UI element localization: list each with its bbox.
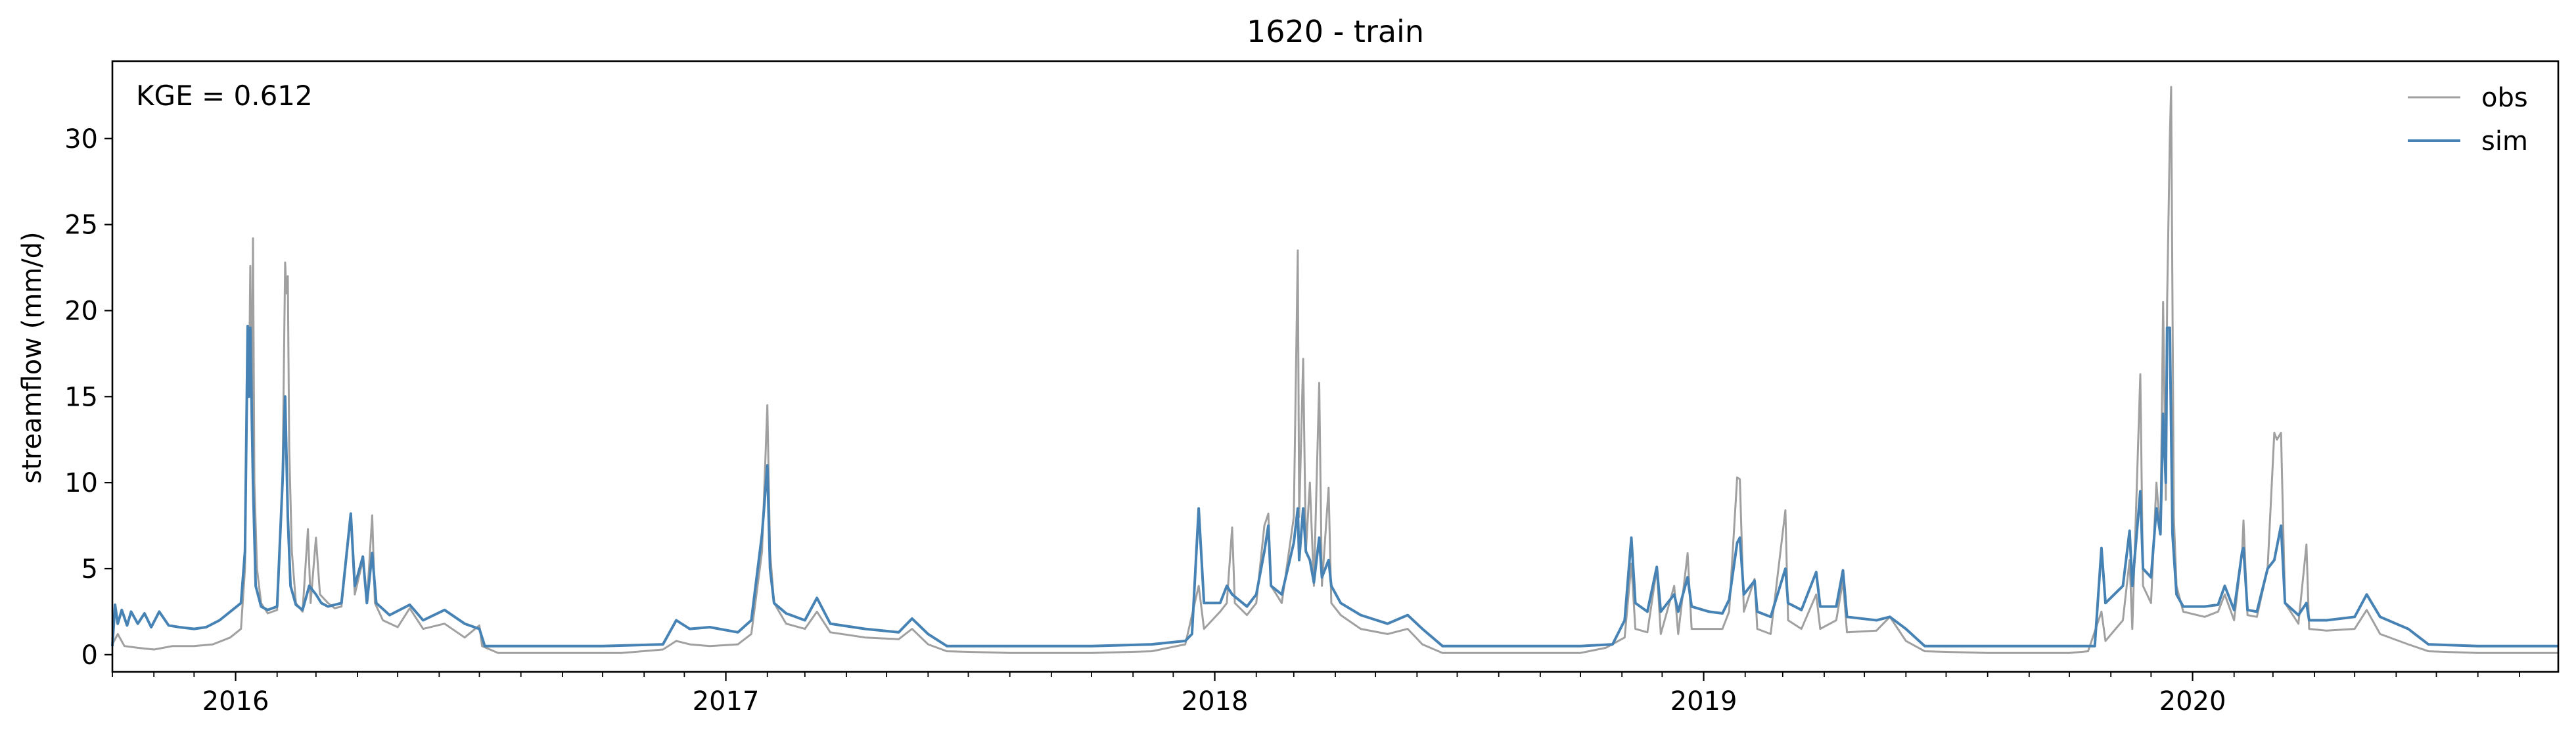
x-tick-label-2017: 2017 (693, 686, 760, 717)
legend-label-sim: sim (2481, 126, 2528, 156)
y-tick-label-0: 0 (81, 640, 98, 671)
y-tick-label-20: 20 (64, 296, 98, 326)
series-line-sim (111, 325, 2558, 648)
y-tick-label-15: 15 (64, 382, 98, 412)
y-tick-label-10: 10 (64, 468, 98, 498)
legend: obs sim (2408, 83, 2528, 156)
y-tick-label-30: 30 (64, 124, 98, 154)
y-tick-label-25: 25 (64, 210, 98, 241)
x-tick-label-2019: 2019 (1670, 686, 1737, 717)
legend-label-obs: obs (2481, 83, 2528, 113)
x-tick-label-2020: 2020 (2159, 686, 2226, 717)
x-axis: 2016 2017 2018 2019 2020 (112, 672, 2520, 717)
y-axis: 0 5 10 15 20 25 30 (64, 124, 112, 671)
series-layer (111, 85, 2558, 654)
x-tick-label-2016: 2016 (202, 686, 269, 717)
y-axis-label: streamflow (mm/d) (17, 231, 47, 483)
plot-frame (111, 60, 2560, 673)
x-tick-label-2018: 2018 (1182, 686, 1249, 717)
chart-title: 1620 - train (1247, 14, 1424, 49)
kge-annotation: KGE = 0.612 (136, 80, 313, 112)
series-line-obs (111, 85, 2558, 654)
y-tick-label-5: 5 (81, 554, 98, 584)
